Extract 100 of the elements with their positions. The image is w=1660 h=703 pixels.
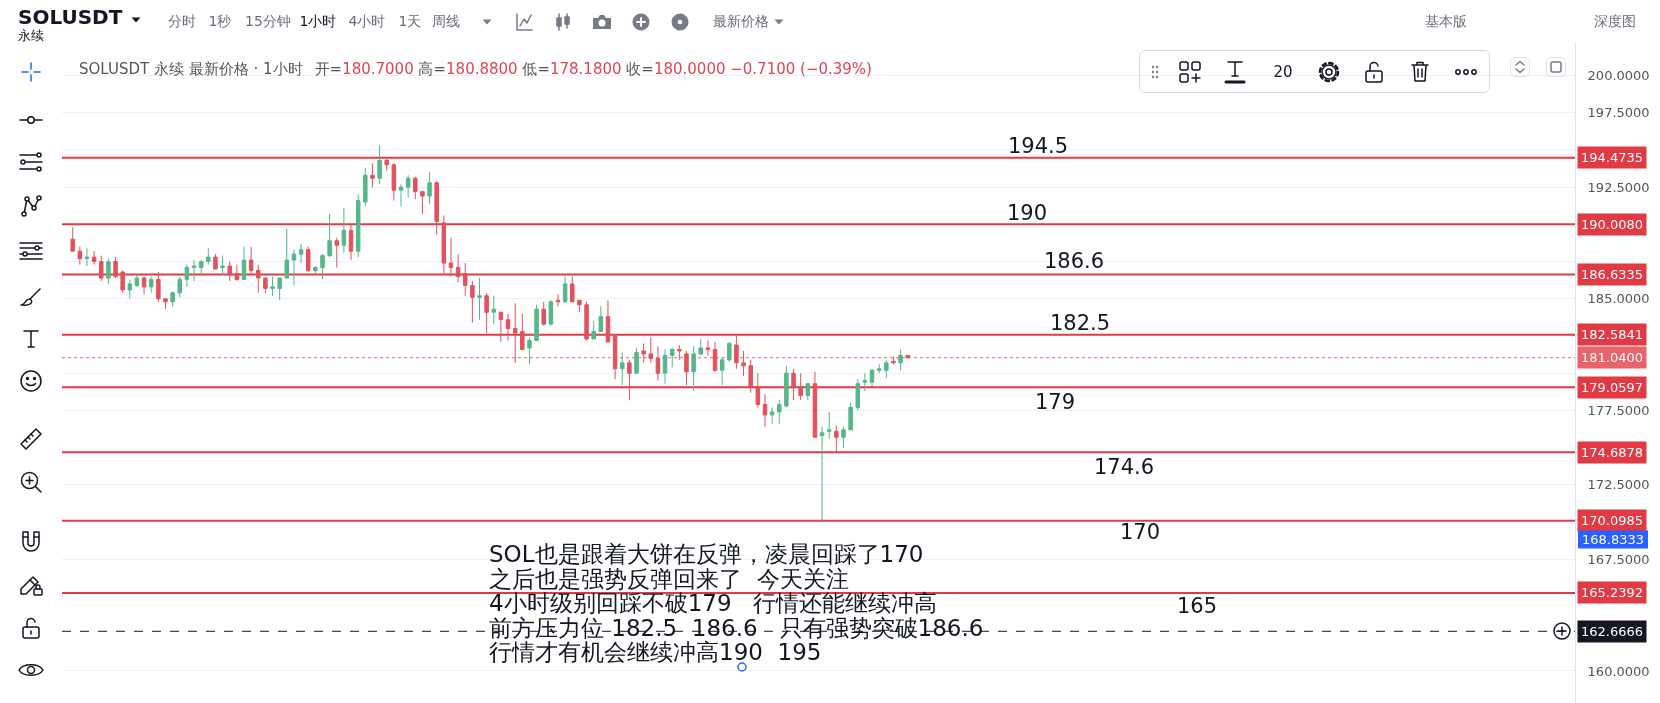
candlestick [184, 264, 190, 288]
annotation: 186.6 [1043, 249, 1105, 273]
candlestick [748, 359, 753, 394]
candlestick [234, 264, 240, 282]
candlestick [156, 271, 161, 303]
text: 分时 [168, 13, 196, 31]
candlestick [805, 383, 811, 401]
text: 周线 [432, 13, 460, 31]
candlestick [177, 275, 183, 298]
candlestick [719, 356, 725, 386]
ref-line-label: 170.0985 [1581, 513, 1644, 528]
candlestick [734, 335, 739, 370]
candlestick [284, 228, 290, 279]
annotation: 182.5 [1049, 311, 1111, 335]
candlestick [777, 399, 782, 425]
ref-line-label: 186.6335 [1581, 267, 1644, 282]
candlestick [555, 293, 561, 307]
y-tick-label: 160.0000 [1587, 663, 1650, 679]
candlestick [841, 426, 846, 449]
candlestick [584, 301, 589, 341]
candlestick [70, 226, 75, 252]
candlestick [148, 275, 154, 294]
candlestick [905, 354, 910, 359]
annotation: 20 [1273, 62, 1293, 81]
candlestick [570, 275, 575, 303]
candlestick [334, 237, 340, 269]
candlestick [134, 274, 140, 288]
y-tick-label: 172.5000 [1587, 477, 1650, 493]
candlestick [327, 213, 332, 258]
text: 1小时 [299, 13, 337, 31]
candlestick [248, 246, 254, 274]
y-tick-label: 167.5000 [1587, 551, 1650, 567]
candlestick [484, 292, 489, 334]
ref-line-label: 174.6878 [1581, 445, 1644, 460]
candlestick [641, 342, 646, 364]
candlestick [320, 253, 325, 280]
candlestick [798, 372, 803, 401]
candlestick [534, 304, 539, 341]
candlestick [755, 372, 761, 408]
candlestick [77, 246, 83, 266]
candlestick [769, 406, 775, 425]
candlestick [562, 275, 568, 304]
text: 最新价格 [713, 13, 769, 31]
candlestick [227, 261, 232, 282]
candlestick [876, 363, 882, 374]
candlestick [791, 368, 796, 401]
candlestick [762, 393, 768, 428]
candlestick [163, 298, 168, 310]
candlestick [612, 334, 618, 380]
candlestick [662, 348, 668, 385]
candlestick [848, 402, 853, 431]
candlestick [520, 313, 525, 350]
candlestick [634, 347, 639, 374]
text: 1天 [398, 13, 422, 31]
y-tick-label: 185.0000 [1587, 291, 1650, 307]
candlestick [370, 162, 375, 188]
candlestick [313, 265, 318, 274]
candlestick [527, 337, 532, 365]
candlestick [691, 345, 696, 392]
candlestick [291, 249, 297, 286]
candlestick [348, 223, 354, 261]
annotation: 170 [1119, 520, 1161, 544]
text: SOLUSDT 永续 最新价格 · 1小时 [79, 60, 303, 78]
candlestick [655, 345, 661, 382]
candlestick [677, 344, 682, 361]
candlestick [427, 171, 432, 205]
candlestick [298, 243, 304, 264]
candlestick [741, 350, 746, 377]
candlestick [398, 183, 404, 208]
candlestick [206, 247, 211, 266]
candlestick [605, 299, 611, 343]
candlestick [141, 275, 147, 295]
candlestick [341, 207, 347, 254]
candlestick [305, 246, 311, 273]
annotation: 194.5 [1007, 134, 1069, 158]
ref-line-label: 182.5841 [1581, 327, 1644, 342]
candlestick [598, 305, 604, 333]
candlestick [669, 347, 675, 368]
text: 168.8333 [1578, 530, 1649, 549]
annotation: 165 [1176, 594, 1218, 618]
ref-line-label: 194.4735 [1581, 150, 1644, 165]
candlestick [898, 348, 903, 371]
candlestick [91, 250, 97, 266]
candlestick [869, 368, 875, 388]
candlestick [705, 339, 711, 356]
candlestick [270, 275, 275, 297]
ref-line-label: 162.6666 [1581, 624, 1644, 639]
candlestick [648, 337, 654, 364]
y-tick-label: 200.0000 [1587, 68, 1650, 84]
candlestick [627, 359, 632, 401]
candlestick [441, 214, 447, 274]
candlestick [170, 290, 175, 307]
candlestick [498, 311, 504, 343]
candlestick [819, 426, 825, 522]
annotation: 之后也是强势反弹回来了 今天关注 [489, 565, 849, 592]
candlestick [113, 256, 118, 279]
candlestick [220, 255, 225, 276]
candlestick [355, 194, 361, 258]
candlestick [812, 371, 818, 438]
ref-line-label: 190.0080 [1581, 217, 1644, 232]
